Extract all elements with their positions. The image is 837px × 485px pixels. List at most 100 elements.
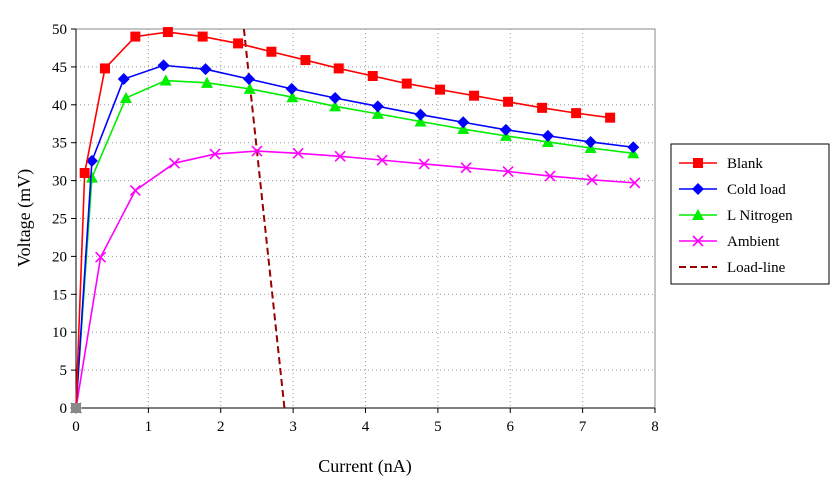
data-point-ambient-stroke [129,184,141,197]
series-load-line [242,28,286,409]
y-tick-label: 35 [52,136,67,152]
data-point-ambient [95,251,107,263]
data-point-ambient-stroke [418,158,430,170]
data-point-ambient [502,165,514,178]
data-point-cold-load [199,63,212,76]
y-tick-label: 5 [60,363,68,379]
legend-marker-l-nitrogen [692,209,704,220]
data-point-blank [333,63,344,74]
legend-marker-ambient [692,235,704,247]
data-point-blank [605,112,616,123]
data-point-l-nitrogen [200,76,213,88]
x-tick-label: 7 [579,419,587,435]
data-point-ambient [544,170,556,182]
data-point-cold-load [499,123,512,136]
x-tick-label: 3 [289,419,297,435]
data-point-blank [469,90,480,101]
x-tick-label: 5 [434,419,442,435]
legend-marker-cold-load [692,183,704,195]
x-tick-label: 6 [507,419,515,435]
data-point-blank [503,96,514,107]
data-point-ambient-stroke [502,165,514,178]
data-point-ambient-stroke [586,174,598,186]
data-point-cold-load [541,129,554,142]
data-point-blank [266,46,277,57]
y-tick-label: 10 [52,325,67,341]
data-point-ambient-stroke [292,147,304,159]
data-point-ambient-stroke [95,251,107,263]
data-point-blank [197,31,208,42]
data-point-l-nitrogen [159,74,172,86]
data-point-l-nitrogen [286,91,299,103]
data-point-ambient-stroke [168,157,180,169]
y-tick-label: 15 [52,287,67,303]
x-tick-label: 4 [362,419,370,435]
data-point-blank [79,168,90,179]
data-point-l-nitrogen [457,123,470,135]
data-point-blank [162,27,173,38]
data-point-ambient-stroke [209,148,221,160]
data-point-blank [571,108,582,119]
data-point-cold-load [117,73,130,86]
legend-label-cold-load: Cold load [727,182,786,198]
data-point-ambient-stroke [544,170,556,182]
data-point-blank [300,55,311,66]
legend-label-l-nitrogen: L Nitrogen [727,208,793,224]
data-point-ambient [209,148,221,160]
data-point-ambient [251,145,263,157]
y-tick-label: 20 [52,249,67,265]
data-point-cold-load [584,135,597,148]
data-point-cold-load [329,91,342,104]
series-line-load-line [242,28,286,409]
data-point-cold-load [85,154,98,167]
x-axis-title: Current (nA) [318,456,411,477]
series-line-blank [75,31,611,409]
series-layer [70,27,641,414]
data-point-l-nitrogen [414,115,427,127]
legend-label-load-line: Load-line [727,260,786,276]
data-point-cold-load [457,116,470,129]
data-point-blank [537,102,548,113]
data-point-cold-load [414,108,427,121]
data-point-ambient-stroke [629,177,641,189]
y-tick-label: 45 [52,60,67,76]
x-tick-label: 2 [217,419,225,435]
data-point-blank [435,84,446,95]
data-point-blank [71,403,81,413]
legend: Blank Cold load L Nitrogen Ambient Load-line [670,143,830,285]
data-point-ambient [376,154,388,166]
data-point-ambient [586,174,598,186]
x-tick-label: 0 [72,419,80,435]
data-point-l-nitrogen [85,171,98,183]
legend-label-ambient: Ambient [727,234,780,250]
data-point-ambient [460,162,472,174]
data-point-ambient [334,150,346,162]
y-axis-title: Voltage (mV) [14,169,35,267]
data-point-l-nitrogen [371,107,384,119]
data-point-ambient-stroke [376,154,388,166]
x-tick-label: 1 [145,419,153,435]
y-tick-label: 30 [52,174,67,190]
y-tick-label: 40 [52,98,67,114]
data-point-cold-load [627,141,640,154]
data-point-l-nitrogen [119,91,132,103]
data-point-ambient-stroke [334,150,346,162]
series-blank [71,27,616,413]
data-point-ambient-stroke [460,162,472,174]
data-point-blank [130,31,141,42]
data-point-ambient [292,147,304,159]
y-tick-label: 50 [52,22,67,38]
legend-label-blank: Blank [727,156,763,172]
data-point-ambient [418,158,430,170]
data-point-cold-load [242,73,255,86]
data-point-l-nitrogen [329,100,342,112]
legend-marker-ambient-stroke [692,235,704,247]
legend-marker-blank [693,158,703,168]
x-tick-label: 8 [651,419,659,435]
series-cold-load [70,59,640,414]
data-point-ambient [129,184,141,197]
data-point-l-nitrogen [243,82,256,94]
data-point-ambient [629,177,641,189]
data-point-blank [233,38,244,49]
